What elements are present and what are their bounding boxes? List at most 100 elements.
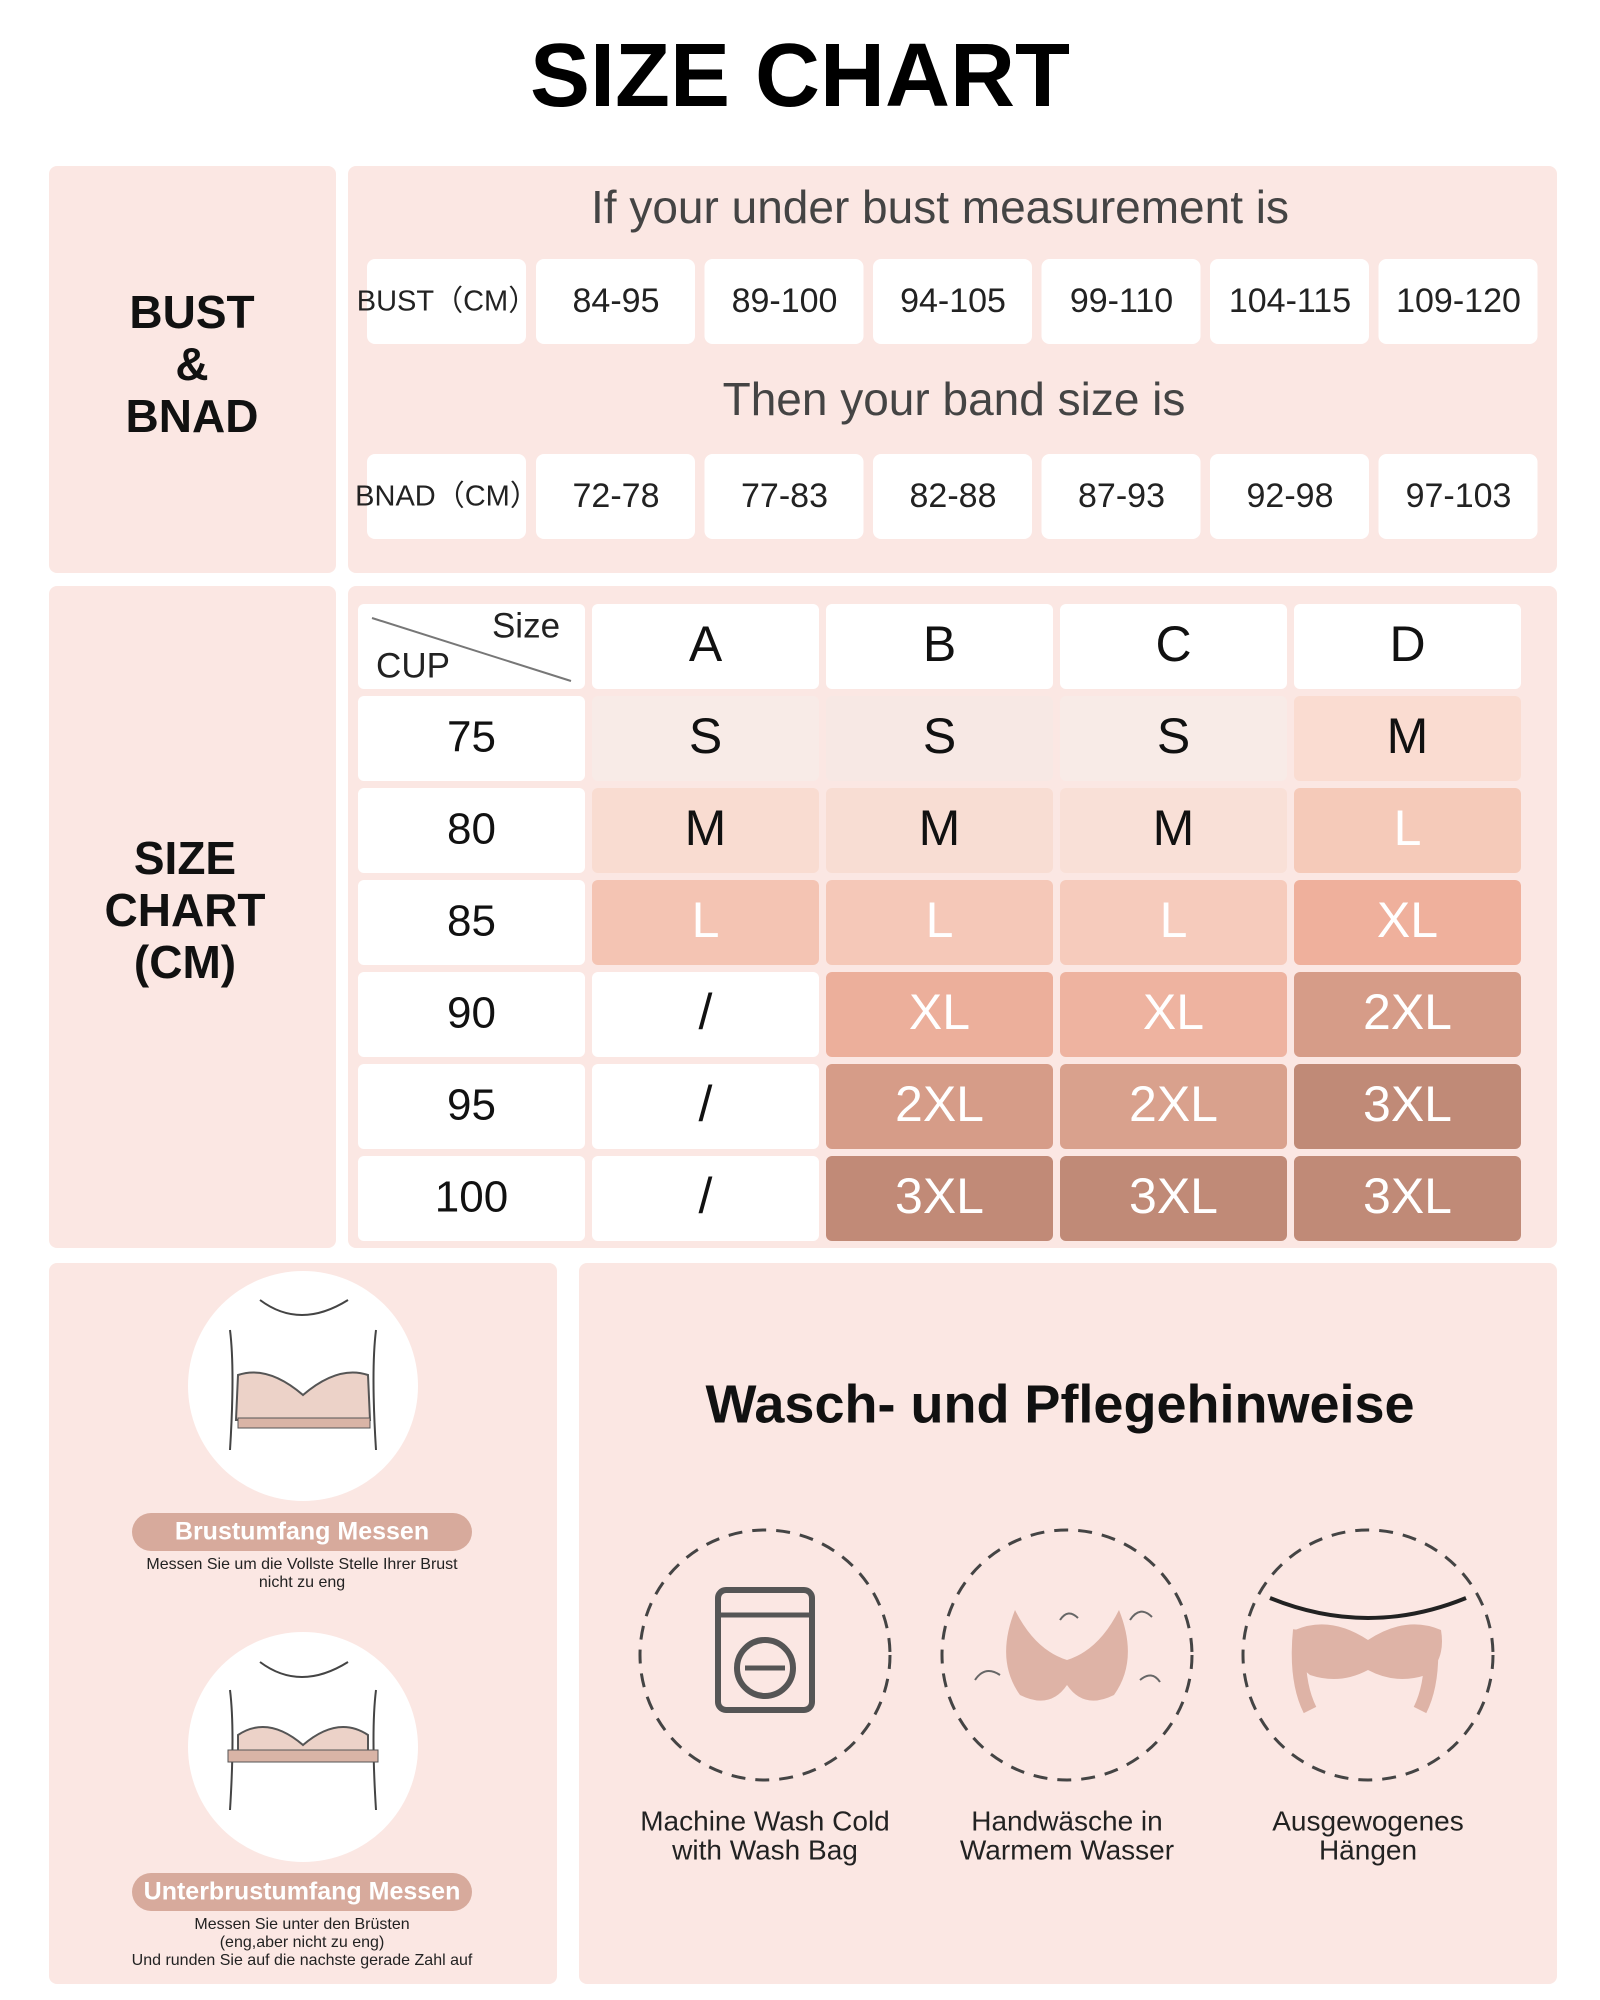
value-cell: [1041, 259, 1201, 344]
range-value: 84-95: [573, 282, 660, 320]
size-cell: [1294, 1064, 1521, 1149]
cup-label: B: [923, 616, 956, 672]
band-label: 100: [435, 1173, 508, 1222]
cup-label: C: [1155, 616, 1191, 672]
care-label: Hängen: [1319, 1834, 1417, 1865]
corner-cup: CUP: [376, 646, 450, 685]
care-icons: [638, 1528, 1495, 1782]
size-value: S: [689, 708, 722, 764]
size-cell: [826, 1156, 1053, 1241]
size-cell: [592, 788, 819, 873]
size-cell: [592, 1156, 819, 1241]
value-cell: [1210, 259, 1369, 344]
size-value: XL: [909, 984, 970, 1040]
measure-pill: [132, 1513, 472, 1551]
range-value: 99-110: [1070, 282, 1173, 320]
range-value: 89-100: [732, 282, 838, 320]
cup-label: A: [689, 616, 723, 672]
size-cell: [826, 1064, 1053, 1149]
size-cell: [592, 1064, 819, 1149]
band-cell: [358, 696, 585, 781]
range-value: 92-98: [1247, 477, 1334, 515]
size-value: XL: [1377, 892, 1438, 948]
size-cell: [1060, 1156, 1287, 1241]
size-value: M: [919, 800, 961, 856]
size-cell: [1060, 880, 1287, 965]
size-value: 2XL: [1363, 984, 1452, 1040]
value-cell: [873, 259, 1032, 344]
bust-heading: If your under bust measurement is: [591, 181, 1289, 233]
size-value: 2XL: [895, 1076, 984, 1132]
section-label: BUST: [129, 286, 254, 338]
band-label: 85: [447, 897, 496, 946]
bust-illustration: [188, 1271, 418, 1501]
size-value: L: [692, 892, 720, 948]
measure-note: Messen Sie unter den Brüsten: [194, 1916, 409, 1933]
value-cell: [1041, 454, 1201, 539]
row-label: BUST（CM）: [357, 286, 537, 318]
care-title: Wasch- und Pflegehinweise: [705, 1374, 1414, 1434]
size-value: S: [923, 708, 956, 764]
size-value: M: [1387, 708, 1429, 764]
size-cell: [826, 972, 1053, 1057]
size-value: 3XL: [1129, 1168, 1218, 1224]
range-value: 104-115: [1229, 282, 1351, 320]
underbust-illustration: [188, 1632, 418, 1862]
section-label: SIZE: [134, 832, 236, 884]
care-label: with Wash Bag: [671, 1834, 858, 1865]
measure-title: Unterbrustumfang Messen: [144, 1878, 461, 1906]
value-cell: [536, 259, 695, 344]
range-value: 94-105: [900, 282, 1006, 320]
size-value: L: [1160, 892, 1188, 948]
measure-pill: [132, 1873, 472, 1911]
size-cell: [1060, 696, 1287, 781]
band-cell: [358, 1064, 585, 1149]
column-cell: [592, 604, 819, 689]
corner-diagonal: [371, 617, 572, 682]
measure-note: Und runden Sie auf die nachste gerade Za…: [132, 1952, 473, 1969]
cup-label: D: [1389, 616, 1425, 672]
band-label: 90: [447, 989, 496, 1038]
value-cell: [536, 454, 695, 539]
row-label: BNAD（CM）: [355, 481, 539, 513]
care-label: Handwäsche in: [971, 1805, 1162, 1836]
size-value: 2XL: [1129, 1076, 1218, 1132]
band-label: 75: [447, 713, 496, 762]
size-value: 3XL: [895, 1168, 984, 1224]
value-cell: [1378, 259, 1538, 344]
care-label: Warmem Wasser: [960, 1834, 1174, 1865]
value-cell: [704, 454, 864, 539]
size-value: /: [699, 984, 713, 1040]
size-value: M: [685, 800, 727, 856]
size-cell: [592, 972, 819, 1057]
size-cell: [592, 696, 819, 781]
value-cell: [704, 259, 864, 344]
band-cell: [358, 880, 585, 965]
range-value: 82-88: [910, 477, 997, 515]
corner-size: Size: [492, 606, 560, 645]
size-cell: [1294, 880, 1521, 965]
row-label-cell: [367, 454, 526, 539]
care-label: Machine Wash Cold: [640, 1805, 890, 1836]
size-label-panel: [49, 586, 336, 1248]
size-cell: [592, 880, 819, 965]
column-cell: [1294, 604, 1521, 689]
size-cell: [1294, 788, 1521, 873]
band-label: 95: [447, 1081, 496, 1130]
range-value: 97-103: [1406, 477, 1512, 515]
value-cell: [873, 454, 1032, 539]
column-cell: [1060, 604, 1287, 689]
measure-panel: [49, 1263, 557, 1984]
band-heading: Then your band size is: [723, 373, 1186, 425]
care-label: Ausgewogenes: [1272, 1805, 1463, 1836]
size-value: 3XL: [1363, 1168, 1452, 1224]
size-cell: [1060, 788, 1287, 873]
measure-note: (eng,aber nicht zu eng): [220, 1934, 385, 1951]
page-title: SIZE CHART: [530, 26, 1070, 126]
size-value: 3XL: [1363, 1076, 1452, 1132]
size-value: M: [1153, 800, 1195, 856]
size-cell: [826, 880, 1053, 965]
band-cell: [358, 1156, 585, 1241]
